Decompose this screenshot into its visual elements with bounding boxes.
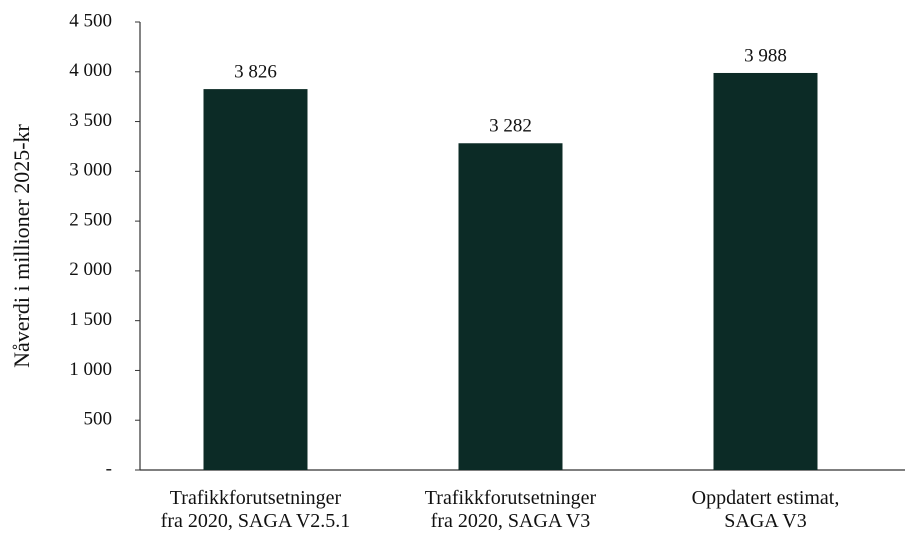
y-tick-label: 2 500 bbox=[69, 209, 112, 230]
bar bbox=[458, 143, 563, 470]
y-axis-label: Nåverdi i millioner 2025-kr bbox=[9, 123, 34, 367]
x-tick-label: Trafikkforutsetninger fra 2020, SAGA V3 bbox=[424, 487, 597, 532]
data-label: 3 988 bbox=[744, 45, 787, 66]
y-tick-label: 3 000 bbox=[69, 160, 112, 181]
y-tick-label: 4 500 bbox=[69, 10, 112, 31]
bar bbox=[203, 89, 308, 471]
y-tick-label: 1 500 bbox=[69, 309, 112, 330]
x-tick-label: Oppdatert estimat, SAGA V3 bbox=[691, 487, 840, 532]
y-tick-label: 3 500 bbox=[69, 110, 112, 131]
y-tick-label: - bbox=[106, 458, 112, 479]
data-label: 3 282 bbox=[489, 116, 532, 137]
y-tick-label: 500 bbox=[84, 409, 113, 430]
data-label: 3 826 bbox=[234, 61, 277, 82]
y-tick-label: 2 000 bbox=[69, 259, 112, 280]
y-tick-label: 4 000 bbox=[69, 60, 112, 81]
y-tick-label: 1 000 bbox=[69, 359, 112, 380]
x-tick-label: Trafikkforutsetninger fra 2020, SAGA V2.… bbox=[160, 487, 351, 532]
bar bbox=[713, 72, 818, 470]
